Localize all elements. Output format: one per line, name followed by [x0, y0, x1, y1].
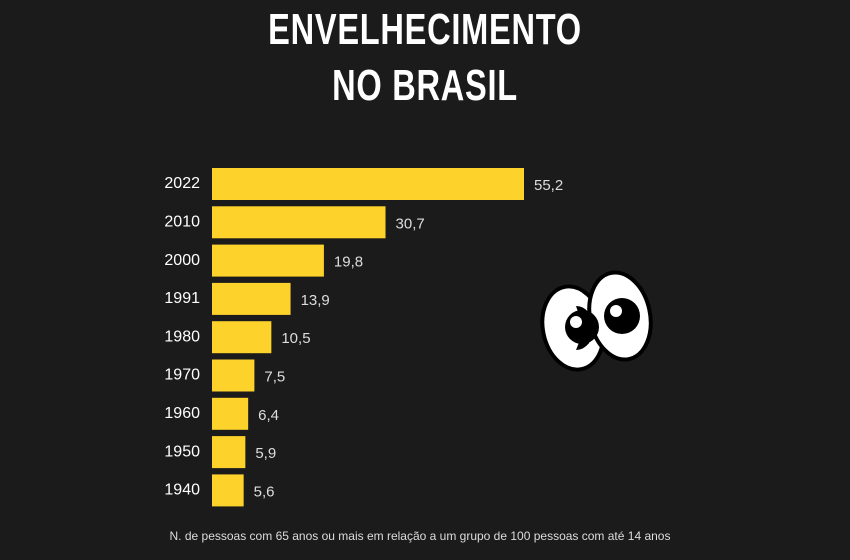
- value-label: 13,9: [301, 292, 330, 309]
- y-tick-label: 2000: [164, 252, 200, 269]
- y-tick-label: 2010: [164, 214, 200, 231]
- bar: [212, 474, 244, 507]
- value-label: 30,7: [396, 215, 425, 232]
- value-label: 5,9: [255, 445, 276, 462]
- y-tick-label: 2022: [164, 175, 200, 192]
- caption: N. de pessoas com 65 anos ou mais em rel…: [170, 529, 671, 543]
- value-label: 10,5: [281, 330, 310, 347]
- bar: [212, 244, 324, 277]
- value-label: 7,5: [264, 368, 285, 385]
- chart-title: ENVELHECIMENTO NO BRASIL: [268, 5, 582, 110]
- value-label: 55,2: [534, 177, 563, 194]
- bar: [212, 282, 291, 315]
- bar: [212, 359, 255, 392]
- y-tick-label: 1980: [164, 328, 200, 345]
- value-label: 5,6: [254, 483, 275, 500]
- bar: [212, 168, 524, 200]
- eyes-icon: [540, 270, 653, 372]
- bar: [212, 206, 386, 239]
- value-label: 6,4: [258, 407, 279, 424]
- value-label: 19,8: [334, 254, 363, 271]
- y-tick-label: 1940: [164, 482, 200, 499]
- y-tick-label: 1950: [164, 443, 200, 460]
- y-tick-label: 1970: [164, 367, 200, 384]
- y-tick-label: 1991: [164, 290, 200, 307]
- y-tick-label: 1960: [164, 405, 200, 422]
- bar: [212, 436, 246, 469]
- bar: [212, 397, 249, 430]
- bar: [212, 321, 272, 354]
